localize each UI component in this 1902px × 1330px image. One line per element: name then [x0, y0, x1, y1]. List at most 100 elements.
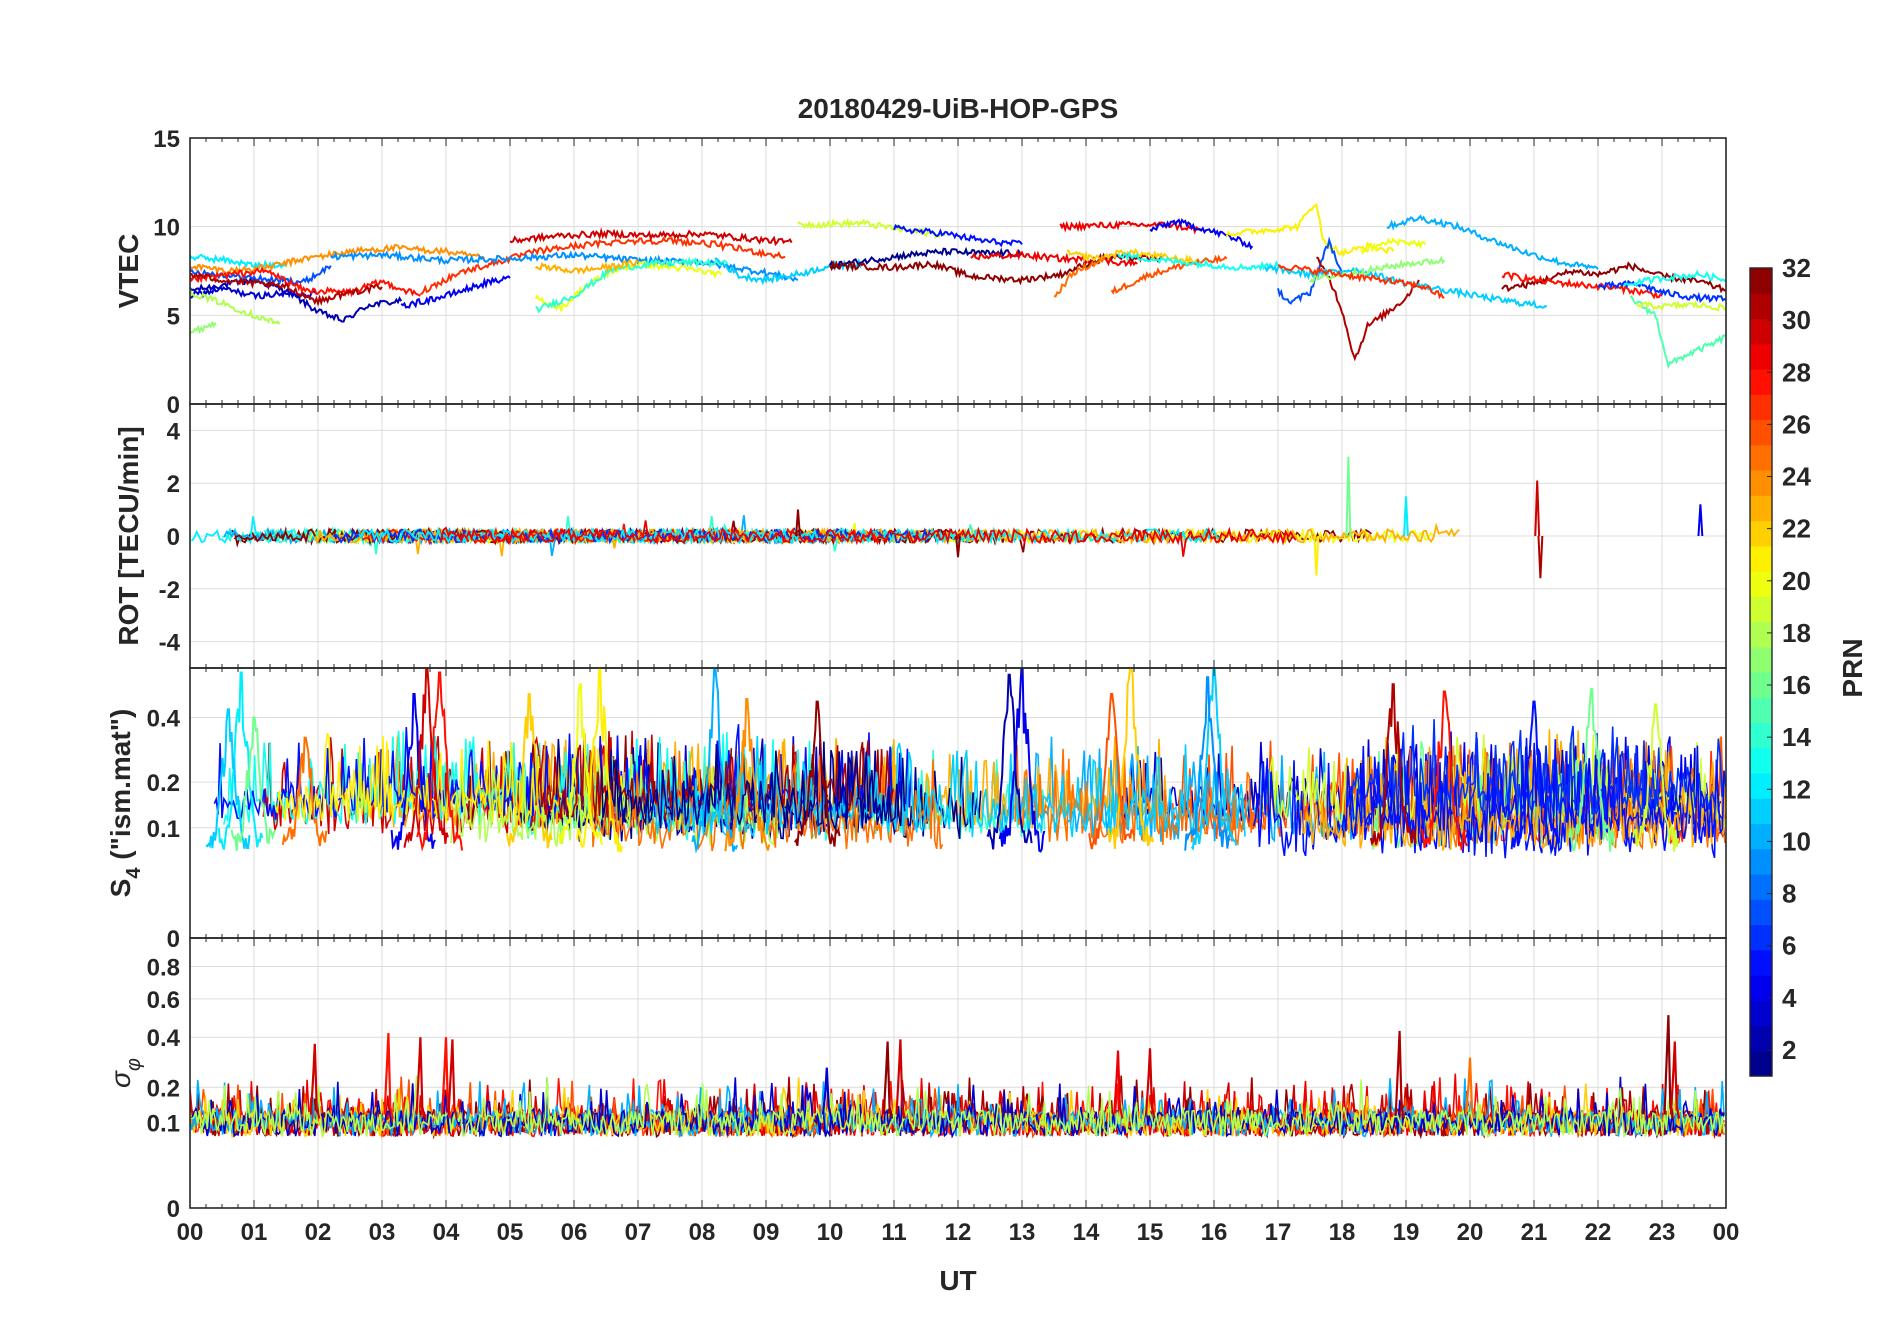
colorbar-level [1750, 646, 1772, 673]
vtec-series-prn-27 [420, 236, 786, 295]
y-tick-label: 15 [153, 126, 180, 153]
x-tick-label: 09 [753, 1219, 780, 1246]
x-tick-label: 05 [497, 1219, 524, 1246]
rot-series-prn-12 [358, 526, 1220, 546]
rot-spike [1313, 535, 1320, 576]
colorbar-level [1750, 672, 1772, 698]
y-axis-label-vtec: VTEC [113, 234, 144, 309]
rot-series-prn-29 [439, 520, 1297, 557]
series-group-vtec [190, 203, 1726, 370]
s4-peak-prn-26 [1088, 693, 1135, 850]
vtec-series-prn-9 [330, 249, 799, 283]
vtec-series-prn-20 [534, 259, 723, 312]
colorbar-level [1750, 949, 1772, 976]
colorbar-level [1750, 924, 1772, 951]
sigma-peak-prn-32 [882, 1041, 894, 1119]
s4-peak-prn-28 [416, 671, 463, 852]
vtec-series-prn-21 [1225, 203, 1395, 258]
s4-peak-prn-4 [390, 693, 436, 850]
vtec-series-prn-27 [1277, 264, 1445, 300]
colorbar-level [1750, 1050, 1772, 1077]
x-tick-label: 18 [1329, 1219, 1356, 1246]
y-axis-label-sigma_phi: σφ [105, 1058, 145, 1088]
x-tick-label: 11 [881, 1219, 906, 1246]
vtec-series-prn-19 [1635, 299, 1726, 312]
y-tick-label: 0.4 [147, 706, 181, 733]
x-axis-ticks: 00 01 02 03 04 05 06 07 08 09 10 11 12 13 14 15 16 17 18 19… [177, 1219, 1740, 1246]
rot-spike [1403, 496, 1409, 537]
colorbar-level [1750, 596, 1772, 623]
panel-vtec: 0 5 10 15 VTEC [113, 126, 1727, 419]
series-group-rot [190, 456, 1704, 579]
vtec-series-prn-20 [1360, 236, 1427, 255]
panels-group: 0 5 10 15 VTEC -4 -2 0 2 4 ROT [TECU/min] 0 0.1 0.2 0.… [105, 126, 1727, 1223]
y-tick-label: 0 [167, 926, 180, 953]
s4-peak-prn-20 [557, 683, 604, 846]
colorbar-level [1750, 520, 1772, 547]
vtec-series-prn-5 [893, 224, 1023, 248]
vtec-series-prn-6 [1597, 279, 1726, 303]
colorbar-tick-label: 26 [1782, 409, 1811, 439]
colorbar-level [1750, 571, 1772, 597]
s4-peak-prn-22 [1107, 668, 1155, 849]
y-tick-label: -2 [159, 577, 180, 604]
sigma-peak-prn-30 [1669, 1041, 1681, 1119]
s4-peak-prn-16 [1568, 688, 1615, 852]
colorbar-level [1750, 268, 1772, 294]
colorbar-level [1750, 848, 1772, 875]
vtec-series-prn-31 [1316, 256, 1420, 362]
colorbar-level [1750, 470, 1772, 496]
x-tick-label: 16 [1201, 1219, 1228, 1246]
vtec-series-prn-12 [190, 253, 287, 270]
y-tick-label: 0.4 [147, 1025, 181, 1052]
x-tick-label: 22 [1585, 1219, 1612, 1246]
s4-peak-prn-32 [793, 700, 841, 847]
colorbar-level [1750, 621, 1772, 648]
colorbar-tick-label: 10 [1782, 826, 1811, 856]
panel-s4: 00.10.20.4S4 ("ism.mat") [105, 667, 1727, 953]
s4-series-prn-1 [600, 741, 906, 833]
vtec-series-prn-7 [1277, 236, 1343, 305]
sigma-peak-prn-30 [447, 1039, 458, 1119]
s4-series-prn-11 [645, 735, 1246, 838]
series-group-s4 [205, 668, 1726, 859]
vtec-series-prn-28 [190, 266, 421, 298]
y-tick-label: 0.1 [147, 1111, 180, 1138]
y-label-sub: 4 [123, 867, 145, 879]
s4-peak-prn-28 [1421, 690, 1468, 851]
x-tick-label: 06 [561, 1219, 588, 1246]
s4-peak-prn-21 [576, 668, 623, 853]
vtec-series-prn-13 [1622, 269, 1726, 288]
y-axis-label-rot: ROT [TECU/min] [113, 426, 144, 645]
colorbar-tick-label: 14 [1782, 722, 1811, 752]
s4-peak-prn-11 [1190, 668, 1238, 851]
vtec-series-prn-31 [190, 272, 383, 307]
sigma-series-prn-18 [190, 1075, 1725, 1139]
colorbar-level [1750, 318, 1772, 345]
colorbar-level [1750, 495, 1772, 522]
sigma-peak-prn-30 [309, 1043, 321, 1119]
sigma-peak-prn-28 [383, 1032, 394, 1119]
vtec-series-prn-4 [400, 275, 511, 309]
colorbar-level [1750, 697, 1772, 724]
s4-peak-prn-9 [1184, 676, 1231, 851]
vtec-series-prn-17 [1309, 255, 1446, 285]
colorbar-level [1750, 343, 1772, 370]
vtec-series-prn-25 [1053, 255, 1106, 298]
y-axis-label-s4: S4 ("ism.mat") [105, 709, 145, 898]
colorbar-tick-label: 18 [1782, 618, 1811, 648]
x-tick-label: 21 [1521, 1219, 1548, 1246]
colorbar-level [1750, 419, 1772, 446]
colorbar-tick-label: 16 [1782, 670, 1811, 700]
vtec-series-prn-14 [535, 256, 729, 314]
colorbar-level [1750, 1025, 1772, 1052]
y-tick-label: 0 [167, 1196, 180, 1223]
colorbar-tick-label: 20 [1782, 566, 1811, 596]
rot-spike [1534, 480, 1541, 537]
colorbar-level [1750, 545, 1772, 572]
colorbar-level [1750, 899, 1772, 926]
x-tick-label: 12 [945, 1219, 972, 1246]
x-axis-label: UT [939, 1265, 976, 1296]
